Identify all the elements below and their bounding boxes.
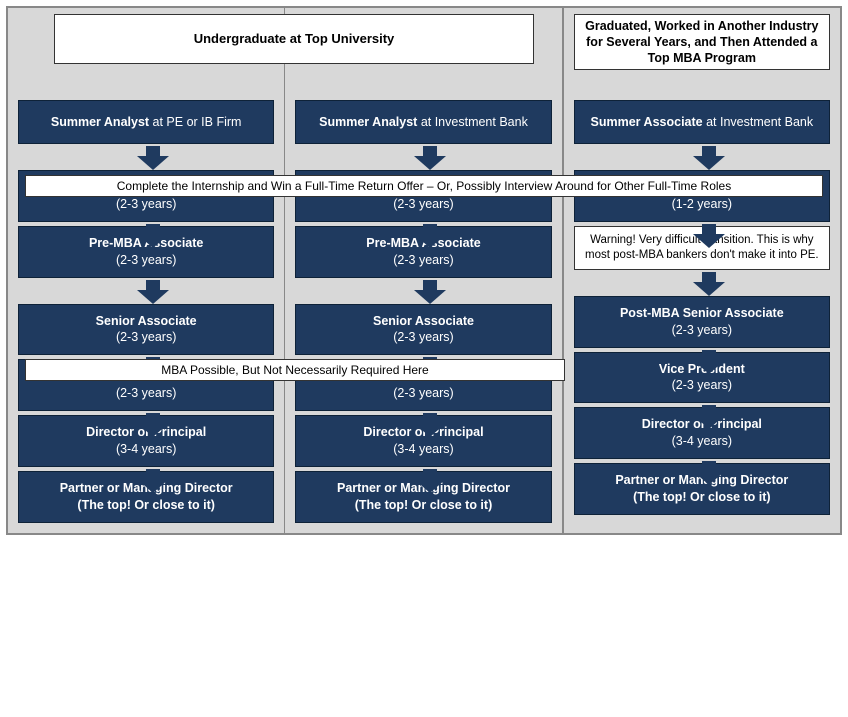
career-flowchart: Complete the Internship and Win a Full-T… — [6, 6, 842, 535]
c2-senior-associate: Senior Associate (2-3 years) — [295, 304, 551, 356]
c2-s2-sub: (2-3 years) — [393, 196, 453, 213]
c1-s1-sub: at PE or IB Firm — [149, 115, 241, 129]
c2-s4-title: Senior Associate — [373, 313, 474, 330]
c1-s6-sub: (3-4 years) — [116, 441, 176, 458]
c1-s7-sub: (The top! Or close to it) — [77, 497, 215, 514]
c1-s1-title: Summer Analyst — [51, 115, 149, 129]
c1-s2-sub: (2-3 years) — [116, 196, 176, 213]
c2-summer-analyst: Summer Analyst at Investment Bank — [295, 100, 551, 144]
c3-s1-sub: at Investment Bank — [703, 115, 813, 129]
c2-s6-sub: (3-4 years) — [393, 441, 453, 458]
c1-s4-sub: (2-3 years) — [116, 329, 176, 346]
c1-summer-analyst: Summer Analyst at PE or IB Firm — [18, 100, 274, 144]
c3-senior-associate: Post-MBA Senior Associate (2-3 years) — [574, 296, 830, 348]
c1-s5-sub: (2-3 years) — [116, 385, 176, 402]
c3-summer-associate: Summer Associate at Investment Bank — [574, 100, 830, 144]
c3-s6-sub: (3-4 years) — [672, 433, 732, 450]
c1-senior-associate: Senior Associate (2-3 years) — [18, 304, 274, 356]
c3-s2-sub: (1-2 years) — [672, 196, 732, 213]
header-mba-text: Graduated, Worked in Another Industry fo… — [583, 18, 821, 67]
c3-s4-title: Post-MBA Senior Associate — [620, 305, 784, 322]
c3-s7-sub: (The top! Or close to it) — [633, 489, 771, 506]
c1-s3-sub: (2-3 years) — [116, 252, 176, 269]
c2-s4-sub: (2-3 years) — [393, 329, 453, 346]
header-undergrad: Undergraduate at Top University — [54, 14, 534, 64]
c1-s4-title: Senior Associate — [96, 313, 197, 330]
c3-s4-sub: (2-3 years) — [672, 322, 732, 339]
c2-s5-sub: (2-3 years) — [393, 385, 453, 402]
c2-s1-title: Summer Analyst — [319, 115, 417, 129]
mba-optional-banner-text: MBA Possible, But Not Necessarily Requir… — [161, 363, 428, 377]
column-pe-track: Undergraduate at Top University Summer A… — [7, 7, 284, 534]
column-ib-track: Summer Analyst at Investment Bank Full-T… — [284, 7, 562, 534]
c2-s1-sub: at Investment Bank — [417, 115, 527, 129]
internship-banner-text: Complete the Internship and Win a Full-T… — [117, 179, 731, 193]
header-undergrad-text: Undergraduate at Top University — [194, 31, 395, 48]
column-mba-track: Graduated, Worked in Another Industry fo… — [563, 7, 841, 534]
c3-s1-title: Summer Associate — [591, 115, 703, 129]
internship-banner: Complete the Internship and Win a Full-T… — [25, 175, 823, 197]
c2-s7-sub: (The top! Or close to it) — [355, 497, 493, 514]
mba-optional-banner: MBA Possible, But Not Necessarily Requir… — [25, 359, 565, 381]
c3-s5-sub: (2-3 years) — [672, 377, 732, 394]
header-mba: Graduated, Worked in Another Industry fo… — [574, 14, 830, 70]
c2-s3-sub: (2-3 years) — [393, 252, 453, 269]
